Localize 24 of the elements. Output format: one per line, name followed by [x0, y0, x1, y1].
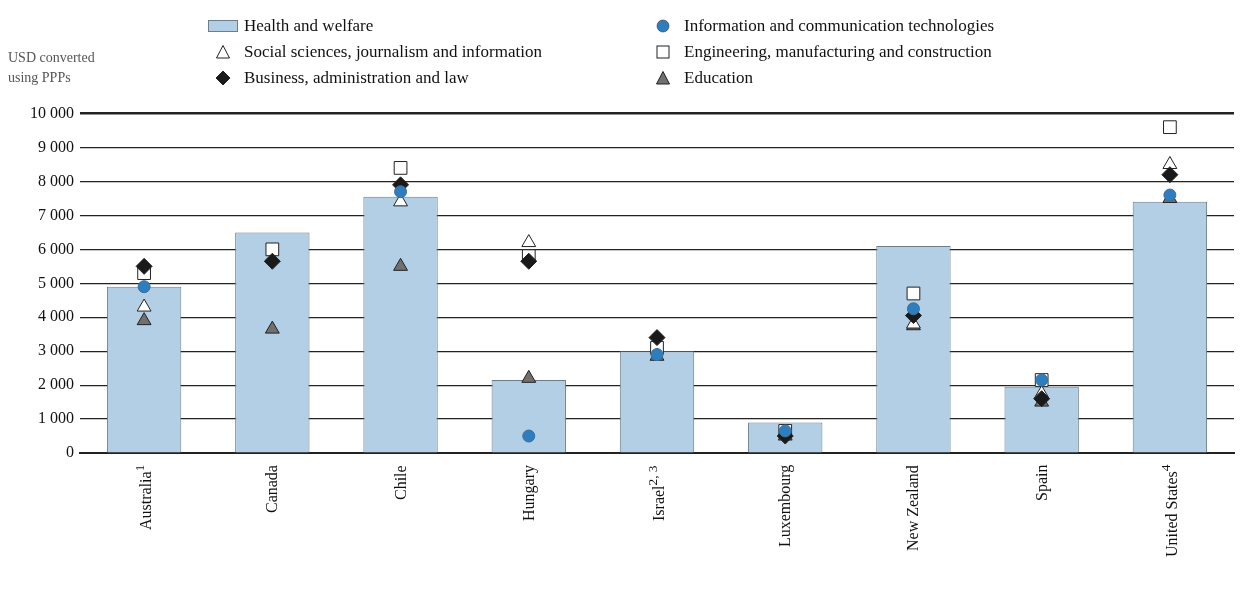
legend-label: Social sciences, journalism and information: [244, 42, 542, 62]
y-tick-label: 1 000: [38, 409, 74, 427]
x-tick-label: New Zealand: [904, 465, 923, 553]
y-tick-label: 5 000: [38, 273, 74, 291]
x-tick-label: Hungary: [519, 465, 538, 523]
y-tick-label: 6 000: [38, 239, 74, 257]
x-tick-label: Luxembourg: [776, 465, 795, 550]
legend-label: Business, administration and law: [244, 68, 469, 88]
y-axis-title: USD converted using PPPs: [8, 49, 96, 87]
y-tick-label: 10 000: [30, 103, 74, 121]
legend-label: Health and welfare: [244, 16, 374, 36]
legend-label: Education: [684, 68, 753, 88]
y-tick-label: 8 000: [38, 171, 74, 189]
x-tick-label: Spain: [1032, 465, 1051, 504]
y-tick-label: 0: [66, 443, 74, 461]
x-tick-label: Canada: [263, 465, 282, 515]
y-tick-label: 7 000: [38, 205, 74, 223]
y-tick-label: 9 000: [38, 137, 74, 155]
y-tick-label: 3 000: [38, 341, 74, 359]
y-tick-label: 4 000: [38, 307, 74, 325]
legend-label: Information and communication technologies: [684, 16, 995, 36]
x-tick-label: Chile: [391, 465, 410, 502]
y-tick-label: 2 000: [38, 375, 74, 393]
legend-label: Engineering, manufacturing and construction: [684, 42, 992, 62]
